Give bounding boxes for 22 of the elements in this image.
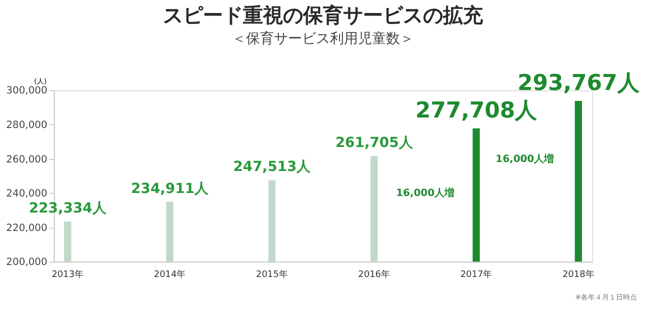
x-tick-label: 2016年 [358, 269, 390, 280]
x-tick-label: 2017年 [460, 269, 492, 280]
y-tick-label: 300,000 [6, 86, 48, 97]
chart-title: スピード重視の保育サービスの拡充 [163, 4, 484, 28]
data-label: 293,767人 [517, 70, 640, 96]
y-tick-label: 220,000 [6, 222, 48, 234]
chart-subtitle: ＜保育サービス利用児童数＞ [232, 30, 414, 48]
annotation: 16,000人増 [496, 152, 554, 165]
data-label: 247,513人 [233, 159, 312, 176]
y-tick-label: 200,000 [6, 257, 48, 268]
data-label: 223,334人 [28, 200, 108, 217]
x-tick-label: 2014年 [154, 269, 186, 280]
y-tick-label: 280,000 [6, 120, 48, 131]
x-tick-label: 2013年 [52, 269, 84, 280]
data-label: 261,705人 [335, 134, 414, 151]
data-label: 234,911人 [131, 180, 210, 197]
x-tick-label: 2018年 [562, 269, 594, 280]
x-tick-label: 2015年 [256, 269, 288, 280]
y-tick-label: 260,000 [6, 154, 48, 166]
data-label: 277,708人 [415, 98, 538, 124]
y-tick-label: 240,000 [6, 188, 48, 200]
annotation: 16,000人増 [396, 187, 454, 200]
